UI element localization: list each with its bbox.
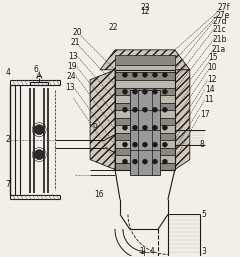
Bar — [115, 88, 175, 95]
Polygon shape — [100, 50, 190, 70]
Text: 21: 21 — [70, 38, 80, 47]
Bar — [115, 155, 175, 163]
Circle shape — [122, 72, 127, 77]
Circle shape — [152, 142, 157, 147]
Circle shape — [162, 142, 167, 147]
Bar — [115, 95, 175, 103]
Circle shape — [152, 159, 157, 164]
Circle shape — [162, 72, 167, 77]
Circle shape — [122, 142, 127, 147]
Bar — [115, 125, 175, 133]
Text: 13: 13 — [65, 83, 75, 92]
Bar — [115, 118, 175, 125]
Text: 27f: 27f — [218, 4, 230, 13]
Circle shape — [162, 125, 167, 130]
Circle shape — [152, 72, 157, 77]
Text: 27e: 27e — [216, 12, 230, 21]
Text: 14: 14 — [205, 85, 214, 94]
Circle shape — [132, 89, 138, 94]
Bar — [115, 163, 175, 170]
Text: 22: 22 — [108, 23, 118, 32]
Bar — [115, 65, 175, 72]
Text: 27d: 27d — [213, 17, 227, 26]
Circle shape — [122, 89, 127, 94]
Circle shape — [152, 107, 157, 112]
Text: 9: 9 — [92, 123, 97, 132]
Bar — [115, 140, 175, 148]
Circle shape — [162, 107, 167, 112]
Text: 4: 4 — [5, 68, 10, 77]
Circle shape — [122, 107, 127, 112]
Circle shape — [152, 89, 157, 94]
Text: 17: 17 — [200, 110, 210, 119]
Circle shape — [143, 159, 147, 164]
Circle shape — [132, 159, 138, 164]
Text: 6: 6 — [34, 65, 39, 74]
Circle shape — [143, 72, 147, 77]
Text: 24: 24 — [66, 72, 76, 81]
Circle shape — [143, 142, 147, 147]
Text: 21c: 21c — [213, 25, 226, 34]
Bar — [115, 72, 175, 80]
Bar — [130, 90, 160, 175]
Circle shape — [162, 159, 167, 164]
Bar — [115, 103, 175, 110]
Text: 13: 13 — [68, 52, 78, 61]
Text: 19: 19 — [67, 62, 77, 71]
Circle shape — [122, 125, 127, 130]
Text: 16: 16 — [94, 190, 104, 199]
Circle shape — [162, 89, 167, 94]
Circle shape — [143, 125, 147, 130]
Text: 4: 4 — [150, 247, 154, 256]
Text: 1: 1 — [140, 247, 144, 256]
Circle shape — [122, 159, 127, 164]
Bar — [115, 110, 175, 118]
Bar — [115, 55, 175, 65]
Text: 3: 3 — [202, 247, 207, 256]
Text: 7: 7 — [5, 180, 10, 189]
Circle shape — [143, 107, 147, 112]
Text: 20: 20 — [72, 29, 82, 38]
Circle shape — [143, 89, 147, 94]
Text: 12: 12 — [140, 7, 150, 16]
Text: 8: 8 — [200, 140, 204, 149]
Text: 21b: 21b — [213, 35, 227, 44]
Circle shape — [132, 107, 138, 112]
Circle shape — [132, 142, 138, 147]
Circle shape — [132, 72, 138, 77]
Text: 12: 12 — [207, 75, 216, 84]
Polygon shape — [90, 70, 115, 170]
Text: 11: 11 — [204, 95, 213, 104]
Text: 21a: 21a — [212, 45, 226, 54]
Text: 10: 10 — [207, 63, 216, 72]
Circle shape — [34, 150, 44, 160]
Bar — [115, 80, 175, 88]
Text: 15: 15 — [208, 53, 217, 62]
Circle shape — [34, 125, 44, 135]
Text: 23: 23 — [140, 4, 150, 13]
Circle shape — [152, 125, 157, 130]
Text: 5: 5 — [202, 210, 207, 219]
Bar — [115, 133, 175, 140]
Polygon shape — [175, 70, 190, 170]
Text: 2: 2 — [5, 135, 10, 144]
Circle shape — [132, 125, 138, 130]
Bar — [115, 148, 175, 155]
